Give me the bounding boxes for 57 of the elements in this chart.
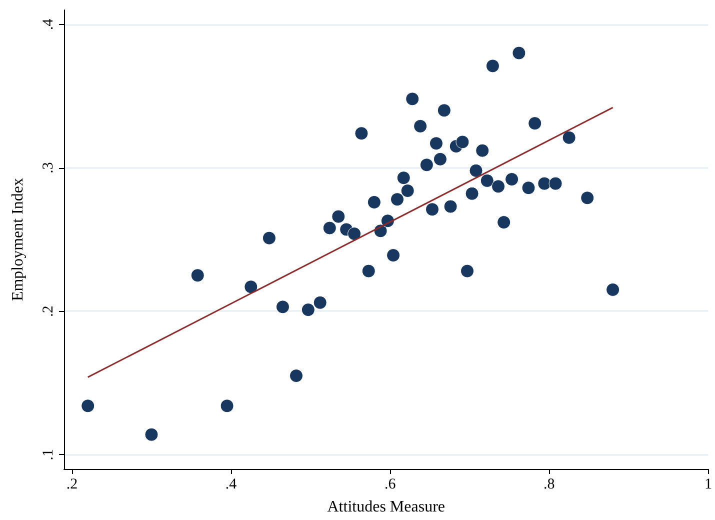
point bbox=[480, 174, 494, 188]
point bbox=[538, 176, 552, 190]
x-tick-label: .2 bbox=[66, 476, 78, 492]
point bbox=[460, 264, 474, 278]
point bbox=[456, 135, 470, 149]
point bbox=[469, 164, 483, 178]
x-axis-title: Attitudes Measure bbox=[327, 498, 445, 516]
point bbox=[144, 428, 158, 442]
point bbox=[492, 180, 506, 194]
point bbox=[444, 200, 458, 214]
x-tick-label: 1 bbox=[704, 476, 712, 492]
point bbox=[276, 300, 290, 314]
point bbox=[262, 231, 276, 245]
point bbox=[465, 186, 479, 200]
point bbox=[437, 104, 451, 118]
point bbox=[244, 280, 258, 294]
y-tick-label: .2 bbox=[40, 306, 56, 317]
x-tick-label: .4 bbox=[225, 476, 238, 492]
point bbox=[190, 268, 204, 282]
point bbox=[332, 210, 346, 224]
point bbox=[354, 126, 368, 140]
point bbox=[429, 136, 443, 150]
y-tick-label: .3 bbox=[40, 162, 56, 174]
point bbox=[548, 176, 562, 190]
point bbox=[386, 248, 400, 262]
point bbox=[414, 119, 428, 133]
point bbox=[528, 116, 542, 130]
point bbox=[420, 158, 434, 172]
point bbox=[562, 130, 576, 144]
point bbox=[580, 191, 594, 205]
point bbox=[426, 202, 440, 216]
point bbox=[406, 92, 420, 106]
y-axis-title: Employment Index bbox=[10, 178, 26, 302]
point bbox=[290, 369, 303, 383]
point bbox=[606, 282, 620, 296]
point bbox=[396, 171, 410, 185]
point bbox=[362, 264, 376, 278]
point bbox=[301, 303, 315, 317]
point bbox=[486, 59, 500, 73]
point bbox=[497, 216, 511, 230]
point bbox=[390, 192, 404, 206]
point bbox=[512, 46, 526, 60]
point bbox=[400, 184, 414, 198]
x-tick-label: .6 bbox=[384, 476, 396, 492]
point bbox=[476, 144, 490, 158]
point bbox=[220, 399, 234, 413]
point bbox=[348, 227, 362, 241]
point bbox=[322, 221, 336, 235]
point bbox=[505, 172, 519, 186]
point bbox=[522, 181, 536, 195]
x-tick-label: .8 bbox=[544, 476, 555, 492]
point bbox=[81, 399, 95, 413]
point bbox=[433, 152, 447, 166]
point bbox=[367, 195, 381, 209]
point bbox=[313, 296, 327, 310]
y-tick-label: .4 bbox=[40, 18, 56, 30]
y-tick-label: .1 bbox=[40, 449, 56, 460]
